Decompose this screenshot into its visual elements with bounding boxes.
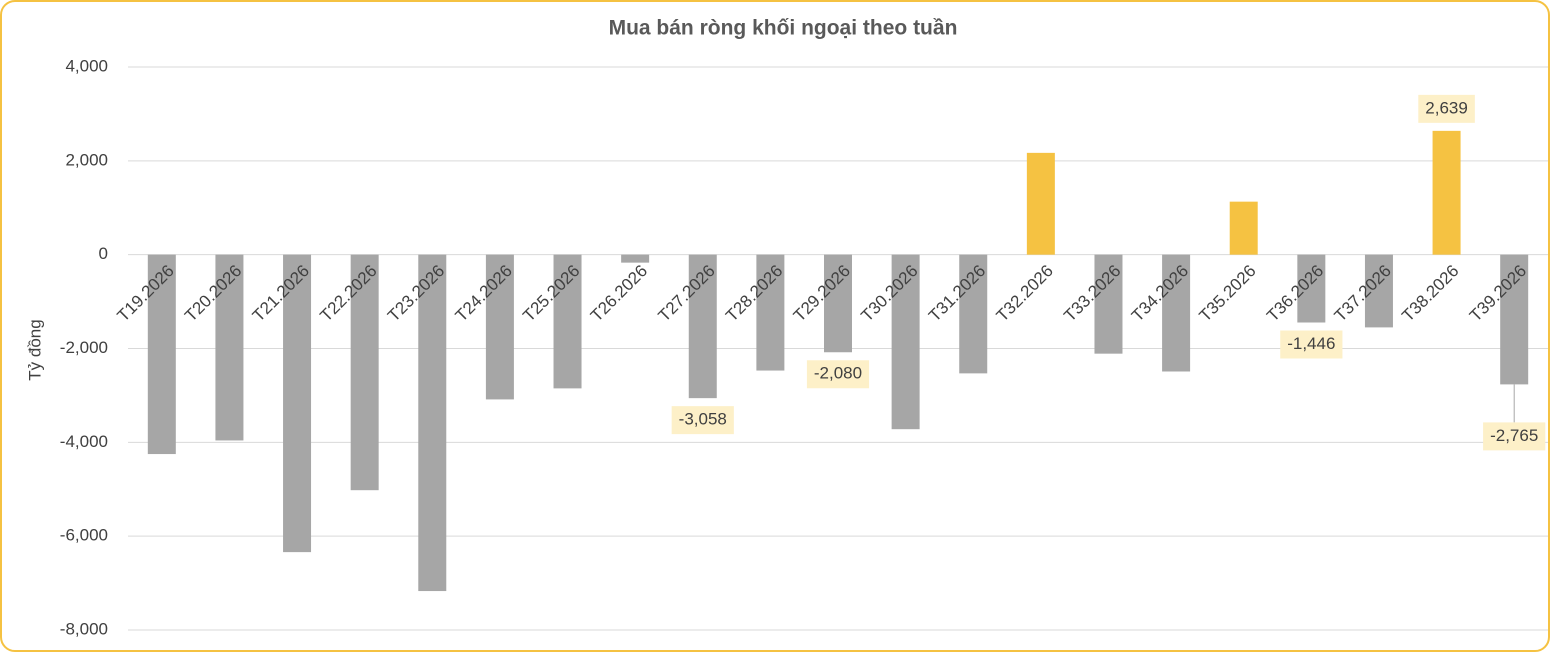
bar <box>215 254 244 441</box>
bar <box>553 254 582 389</box>
y-axis-title: Tỷ đồng <box>25 319 44 380</box>
bar <box>688 254 717 399</box>
bar <box>959 254 988 374</box>
y-tick-label: 4,000 <box>65 56 108 75</box>
bar <box>1026 152 1055 255</box>
y-tick-label: 0 <box>99 244 108 263</box>
bar <box>756 254 785 371</box>
y-tick-label: -8,000 <box>60 619 108 638</box>
bar <box>1229 201 1258 255</box>
value-label-bg <box>1280 330 1343 359</box>
bar <box>1094 254 1123 354</box>
bar <box>1297 254 1326 323</box>
bar <box>1432 130 1461 255</box>
y-tick-label: -6,000 <box>60 526 108 545</box>
bar <box>891 254 920 430</box>
value-label-bg <box>1483 422 1546 451</box>
value-label-bg <box>1418 94 1475 123</box>
value-label-bg <box>671 406 734 435</box>
y-tick-label: -2,000 <box>60 338 108 357</box>
bar <box>1500 254 1529 385</box>
bar <box>350 254 379 491</box>
bar <box>621 254 650 263</box>
bar <box>824 254 852 353</box>
bar <box>1364 254 1393 328</box>
bar <box>418 254 447 592</box>
bar <box>1162 254 1191 372</box>
value-label: -1,446 <box>1287 334 1335 353</box>
bar <box>485 254 514 400</box>
value-label: 2,639 <box>1425 98 1468 117</box>
bar <box>147 254 176 455</box>
value-label-bg <box>806 360 870 389</box>
chart-title: Mua bán ròng khối ngoại theo tuần <box>609 17 958 40</box>
y-tick-label: -4,000 <box>60 432 108 451</box>
value-label: -2,080 <box>814 364 862 383</box>
bar <box>283 254 312 553</box>
value-label: -3,058 <box>679 410 727 429</box>
value-label: -2,765 <box>1490 426 1538 445</box>
y-tick-label: 2,000 <box>65 150 108 169</box>
